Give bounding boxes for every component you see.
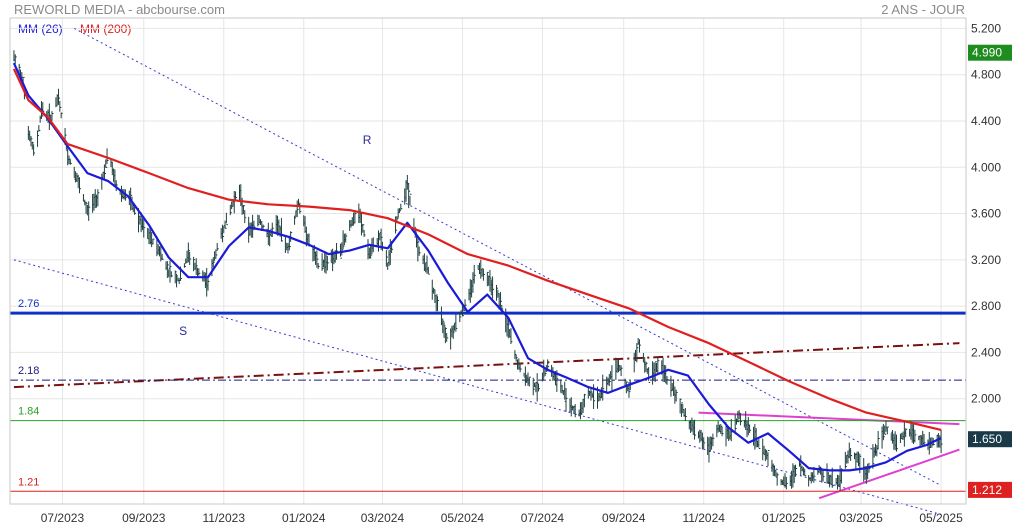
price-marker-box <box>968 481 1012 498</box>
annotations: RS <box>179 133 372 338</box>
x-tick-label: 03/2025 <box>839 511 883 525</box>
price-marker-label: 1.212 <box>972 483 1002 497</box>
level-label: 1.84 <box>18 406 39 418</box>
y-tick-label: 2.800 <box>971 299 1001 313</box>
y-tick-label: 4.400 <box>971 114 1001 128</box>
level-label: 1.21 <box>18 476 39 488</box>
moving-averages <box>12 62 942 472</box>
level-label: 2.76 <box>18 298 39 310</box>
x-tick-label: 09/2024 <box>602 511 646 525</box>
level-label: 2.18 <box>18 365 39 377</box>
annotation-r: R <box>363 133 372 147</box>
y-tick-label: 5.200 <box>971 21 1001 35</box>
chart-title: REWORLD MEDIA - abcbourse.com <box>14 2 225 17</box>
x-tick-label: 01/2025 <box>762 511 806 525</box>
legend-ma200: MM (200) <box>80 22 132 36</box>
trendline-resistance <box>74 27 942 486</box>
x-tick-label: 09/2023 <box>122 511 166 525</box>
y-tick-label: 3.600 <box>971 207 1001 221</box>
price-marker-label: 4.990 <box>972 46 1002 60</box>
y-tick-label: 2.000 <box>971 392 1001 406</box>
y-tick-label: 4.800 <box>971 68 1001 82</box>
trendlines <box>13 27 960 515</box>
trendline-support <box>13 259 942 515</box>
legend-ma26: MM (26) <box>18 22 63 36</box>
trendline-pink-upper <box>698 411 960 426</box>
plot-frame <box>9 17 967 505</box>
ma26-line <box>12 62 942 472</box>
x-tick-label: 01/2024 <box>282 511 326 525</box>
annotation-s: S <box>179 324 187 338</box>
ma200-line <box>12 68 942 431</box>
trendline-long-term-dashdot <box>13 342 960 389</box>
price-marker-box <box>968 431 1012 448</box>
x-tick-label: 03/2024 <box>361 511 405 525</box>
price-bars <box>13 50 943 491</box>
level-lines: 2.76 2.18 1.84 1.21 <box>10 298 966 492</box>
y-tick-label: 2.400 <box>971 345 1001 359</box>
y-tick-label: 4.000 <box>971 160 1001 174</box>
x-tick-label: 05/2025 <box>919 511 963 525</box>
trendline-pink-lower <box>818 448 960 500</box>
x-tick-label: 05/2024 <box>441 511 485 525</box>
axes: 5.200 4.800 4.400 4.000 3.600 3.200 2.800 2.400… <box>9 17 1012 525</box>
x-tick-label: 11/2023 <box>203 511 246 525</box>
chart-period: 2 ANS - JOUR <box>881 2 965 17</box>
price-marker-box <box>968 44 1012 61</box>
y-tick-label: 3.200 <box>971 253 1001 267</box>
price-marker-label: 1.650 <box>972 432 1002 446</box>
x-tick-label: 07/2024 <box>521 511 565 525</box>
grid <box>10 18 966 504</box>
x-tick-label: 11/2024 <box>682 511 725 525</box>
x-tick-label: 07/2023 <box>41 511 85 525</box>
